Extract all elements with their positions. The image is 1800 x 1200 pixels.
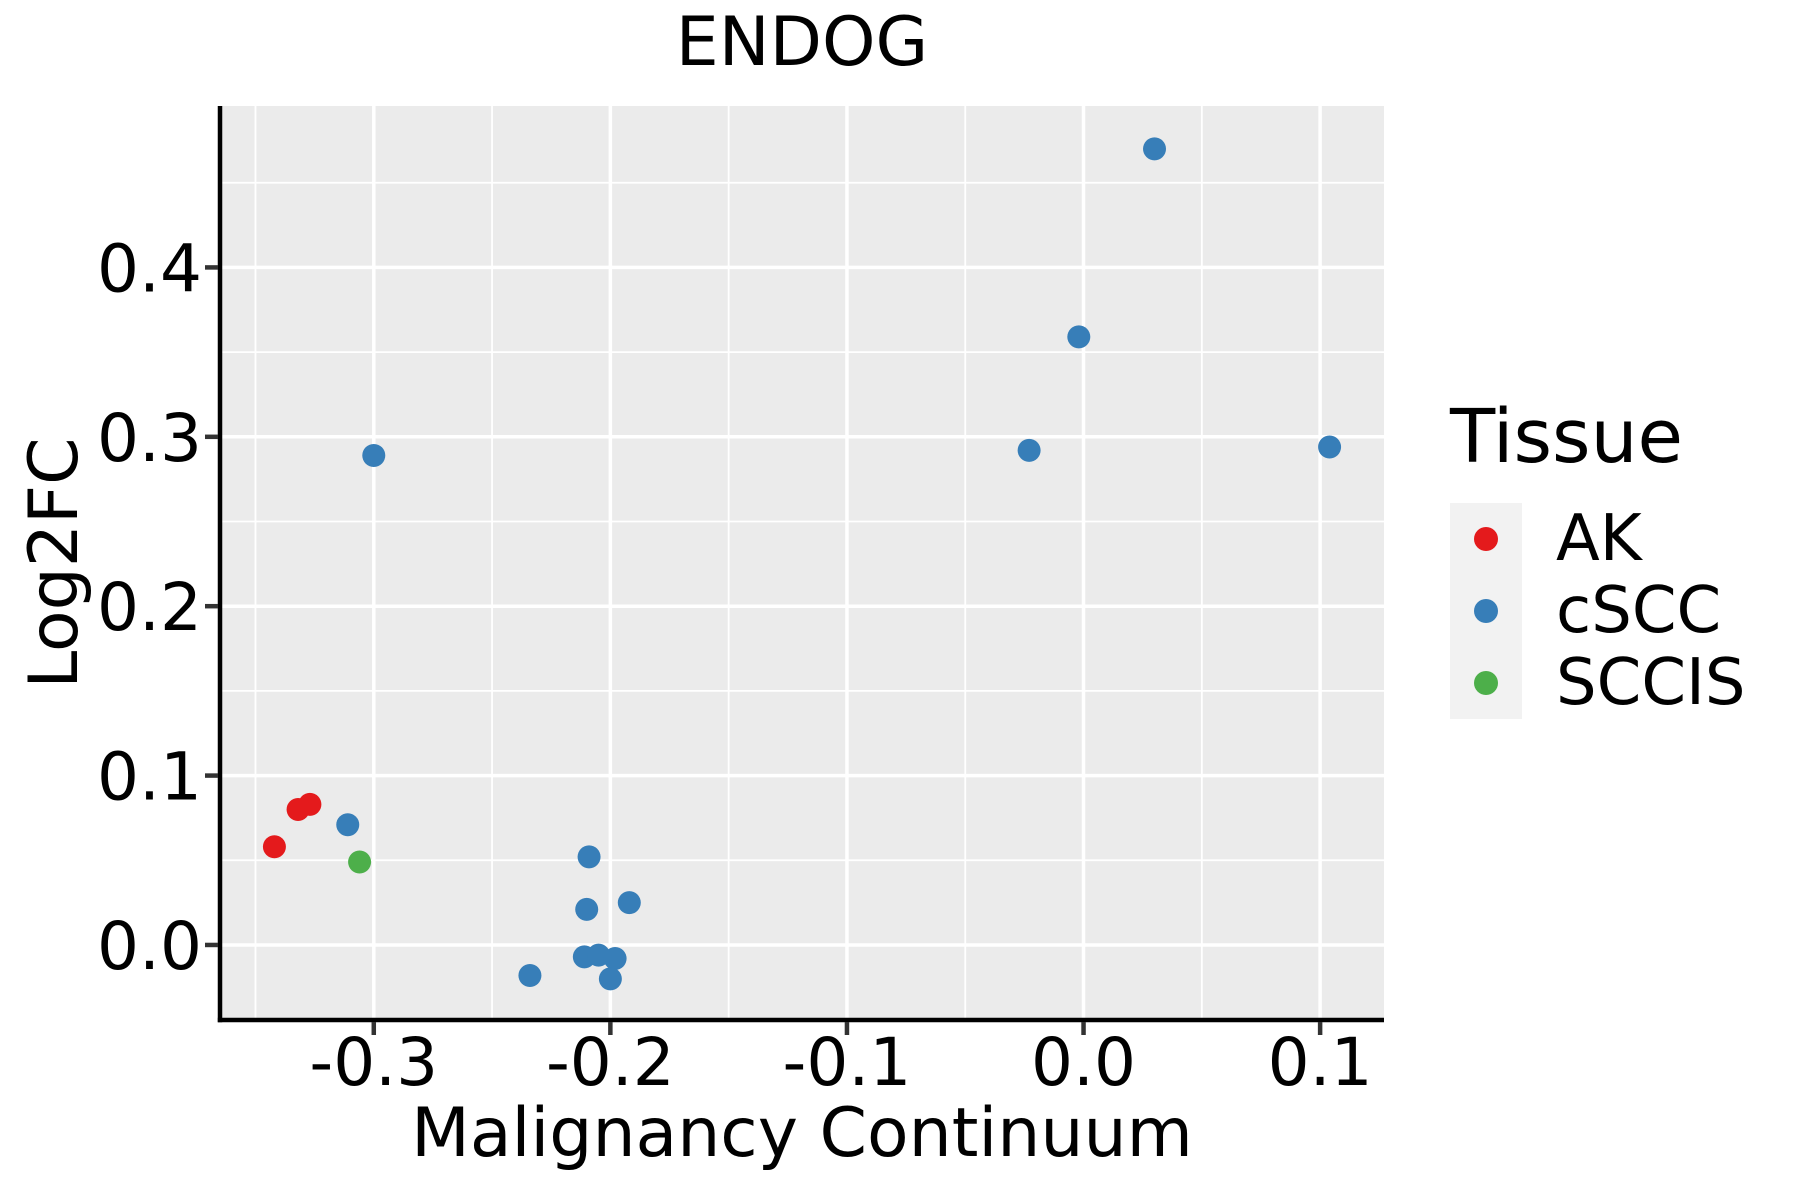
- y-tick-label: 0.1: [97, 739, 202, 816]
- data-point-ak: [298, 792, 322, 816]
- legend-key: [1450, 575, 1522, 647]
- data-point-cscc: [575, 897, 599, 921]
- data-point-sccis: [348, 850, 372, 874]
- x-tick-label: 0.1: [1268, 1024, 1373, 1101]
- ak-dot-icon: [1474, 527, 1498, 551]
- y-tick-label: 0.2: [97, 569, 202, 646]
- y-tick-label: 0.0: [97, 908, 202, 985]
- chart-title: ENDOG: [675, 3, 929, 82]
- data-point-cscc: [1017, 438, 1041, 462]
- y-tick-label: 0.4: [97, 230, 202, 307]
- cscc-dot-icon: [1474, 599, 1498, 623]
- legend-item-cscc: cSCC: [1450, 575, 1746, 647]
- x-tick-label: 0.0: [1031, 1024, 1136, 1101]
- data-point-cscc: [336, 813, 360, 837]
- plot-panel: [220, 106, 1384, 1020]
- data-point-cscc: [362, 443, 386, 467]
- legend-key: [1450, 503, 1522, 575]
- legend-label: SCCIS: [1556, 646, 1746, 720]
- data-point-cscc: [518, 963, 542, 987]
- legend-item-ak: AK: [1450, 503, 1746, 575]
- data-point-cscc: [617, 891, 641, 915]
- data-point-cscc: [1318, 435, 1342, 459]
- data-point-cscc: [1067, 325, 1091, 349]
- y-axis-title: Log2FC: [15, 437, 94, 689]
- sccis-dot-icon: [1474, 671, 1498, 695]
- x-axis-title: Malignancy Continuum: [411, 1094, 1193, 1173]
- data-point-cscc: [603, 947, 627, 971]
- data-point-cscc: [1143, 137, 1167, 161]
- data-point-cscc: [577, 845, 601, 869]
- legend: Tissue AK cSCC SCCIS: [1450, 400, 1746, 719]
- legend-label: AK: [1556, 502, 1642, 576]
- x-tick-label: -0.3: [309, 1024, 438, 1101]
- legend-label: cSCC: [1556, 574, 1722, 648]
- data-point-cscc: [598, 967, 622, 991]
- x-tick-label: -0.2: [546, 1024, 675, 1101]
- y-tick-label: 0.3: [97, 400, 202, 477]
- legend-key: [1450, 647, 1522, 719]
- legend-title: Tissue: [1450, 394, 1684, 480]
- x-tick-label: -0.1: [783, 1024, 912, 1101]
- data-point-ak: [262, 835, 286, 859]
- legend-item-sccis: SCCIS: [1450, 647, 1746, 719]
